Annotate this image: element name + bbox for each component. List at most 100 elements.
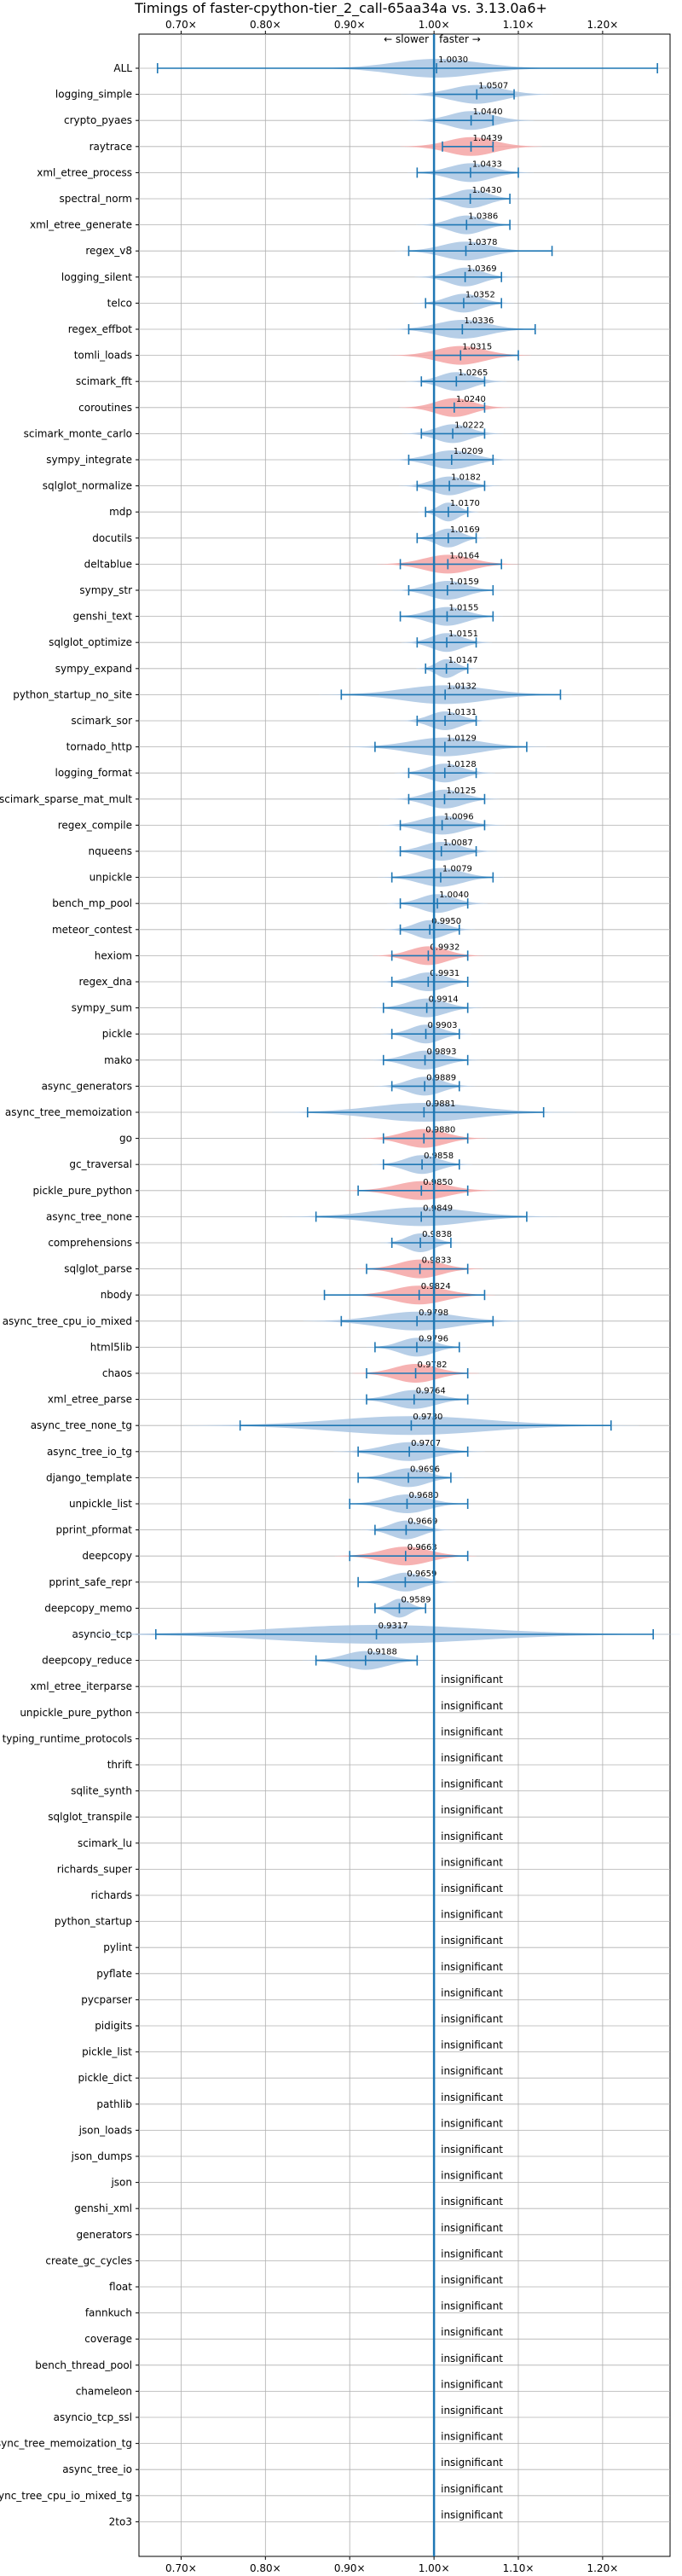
insignificant-label: insignificant bbox=[441, 2065, 503, 2077]
insignificant-label: insignificant bbox=[441, 1909, 503, 1921]
insignificant-label: insignificant bbox=[441, 1856, 503, 1868]
violin-async_tree_none_tg: 0.9730 bbox=[183, 1413, 639, 1436]
insignificant-label: insignificant bbox=[441, 1804, 503, 1816]
x-tick-label-top: 1.00× bbox=[419, 19, 450, 31]
faster-direction-label: faster → bbox=[439, 33, 481, 45]
benchmark-label: pickle_dict bbox=[78, 2072, 133, 2084]
violin-deepcopy: 0.9663 bbox=[334, 1543, 477, 1566]
insignificant-label: insignificant bbox=[441, 2483, 503, 2495]
value-label: 1.0132 bbox=[447, 682, 477, 691]
benchmark-label: pycparser bbox=[81, 1993, 132, 2005]
benchmark-label: deepcopy_reduce bbox=[42, 1655, 132, 1667]
value-label: 1.0087 bbox=[443, 838, 473, 848]
benchmark-label: coverage bbox=[84, 2333, 132, 2345]
benchmark-label: ALL bbox=[113, 62, 132, 74]
benchmark-label: unpickle_pure_python bbox=[20, 1707, 132, 1719]
benchmark-label: xml_etree_generate bbox=[30, 219, 132, 231]
benchmark-label: typing_runtime_protocols bbox=[3, 1732, 132, 1744]
value-label: 0.9880 bbox=[425, 1126, 455, 1135]
benchmark-label: xml_etree_parse bbox=[48, 1394, 132, 1406]
benchmark-label: scimark_fft bbox=[76, 375, 132, 387]
benchmark-label: async_tree_io_tg bbox=[47, 1446, 132, 1458]
violin-nqueens: 1.0087 bbox=[385, 838, 497, 861]
benchmark-label: scimark_lu bbox=[78, 1837, 132, 1849]
value-label: 1.0030 bbox=[438, 55, 468, 65]
benchmark-label: pickle_pure_python bbox=[33, 1185, 132, 1197]
benchmark-label: docutils bbox=[92, 532, 132, 544]
benchmark-label: sqlite_synth bbox=[71, 1785, 132, 1797]
violin-pickle_pure_python: 0.9850 bbox=[345, 1178, 498, 1200]
benchmark-label: generators bbox=[76, 2229, 132, 2241]
value-label: 0.9680 bbox=[408, 1491, 438, 1500]
benchmark-label: sympy_sum bbox=[72, 1002, 132, 1014]
violin-genshi_text: 1.0155 bbox=[391, 604, 503, 626]
benchmark-label: django_template bbox=[46, 1471, 132, 1483]
benchmark-label: async_tree_memoization_tg bbox=[0, 2438, 132, 2450]
value-label: 1.0433 bbox=[472, 160, 502, 169]
benchmark-label: float bbox=[109, 2281, 132, 2293]
value-label: 1.0151 bbox=[448, 629, 478, 639]
insignificant-label: insignificant bbox=[441, 2117, 503, 2129]
benchmark-label: richards bbox=[91, 1889, 132, 1901]
benchmark-label: deepcopy bbox=[82, 1550, 132, 1562]
violin-mdp: 1.0170 bbox=[418, 499, 480, 522]
value-label: 1.0159 bbox=[449, 577, 479, 587]
value-label: 1.0369 bbox=[467, 264, 497, 274]
benchmark-label: async_tree_cpu_io_mixed bbox=[3, 1315, 132, 1327]
benchmark-label: python_startup bbox=[55, 1916, 132, 1928]
value-label: 0.9914 bbox=[429, 995, 459, 1005]
violin-regex_effbot: 1.0336 bbox=[386, 316, 539, 339]
benchmark-label: spectral_norm bbox=[59, 193, 132, 205]
benchmark-label: raytrace bbox=[90, 141, 132, 153]
benchmark-label: asyncio_tcp_ssl bbox=[54, 2411, 132, 2423]
value-label: 1.0079 bbox=[442, 865, 472, 874]
violin-go: 0.9880 bbox=[361, 1126, 488, 1148]
benchmark-label: sympy_integrate bbox=[46, 454, 132, 466]
benchmark-label: pathlib bbox=[96, 2098, 132, 2110]
insignificant-label: insignificant bbox=[441, 2457, 503, 2469]
benchmark-label: async_tree_none_tg bbox=[31, 1419, 132, 1431]
value-label: 1.0240 bbox=[456, 395, 486, 404]
benchmark-label: unpickle_list bbox=[69, 1498, 132, 1510]
x-tick-label-bottom: 1.00× bbox=[419, 2562, 450, 2574]
value-label: 0.9589 bbox=[401, 1595, 431, 1604]
benchmark-label: logging_format bbox=[55, 767, 132, 779]
violin-pickle: 0.9903 bbox=[380, 1021, 471, 1044]
benchmark-label: sqlglot_optimize bbox=[49, 636, 132, 648]
benchmark-label: json_loads bbox=[78, 2124, 132, 2136]
insignificant-label: insignificant bbox=[441, 2509, 503, 2521]
insignificant-label: insignificant bbox=[441, 2092, 503, 2103]
insignificant-label: insignificant bbox=[441, 2170, 503, 2182]
benchmark-label: regex_effbot bbox=[68, 323, 133, 335]
value-label: 1.0209 bbox=[454, 447, 483, 456]
benchmark-label: scimark_sor bbox=[71, 715, 132, 727]
violin-sympy_str: 1.0159 bbox=[391, 577, 504, 600]
insignificant-label: insignificant bbox=[441, 1935, 503, 1947]
violin-deltablue: 1.0164 bbox=[377, 551, 519, 574]
violin-asyncio_tcp: 0.9317 bbox=[72, 1622, 680, 1644]
benchmark-label: regex_compile bbox=[58, 819, 132, 831]
value-label: 0.9950 bbox=[431, 917, 461, 926]
value-label: 1.0131 bbox=[447, 708, 477, 717]
violin-scimark_sor: 1.0131 bbox=[399, 708, 491, 730]
value-label: 0.9663 bbox=[407, 1543, 437, 1552]
violin-deepcopy_memo: 0.9589 bbox=[368, 1595, 431, 1618]
violin-regex_v8: 1.0378 bbox=[395, 238, 553, 261]
benchmark-label: async_tree_cpu_io_mixed_tg bbox=[0, 2490, 132, 2502]
benchmark-label: xml_etree_iterparse bbox=[30, 1680, 132, 1692]
violin-async_tree_memoization: 0.9881 bbox=[272, 1099, 576, 1122]
benchmark-label: pickle bbox=[102, 1028, 132, 1040]
value-label: 1.0170 bbox=[450, 499, 480, 508]
violin-gc_traversal: 0.9858 bbox=[371, 1152, 473, 1175]
violin-telco: 1.0352 bbox=[413, 290, 515, 313]
benchmark-label: xml_etree_process bbox=[37, 166, 132, 178]
value-label: 1.0182 bbox=[451, 473, 481, 483]
value-label: 1.0169 bbox=[450, 525, 480, 535]
insignificant-label: insignificant bbox=[441, 1752, 503, 1764]
violin-logging_format: 1.0128 bbox=[394, 760, 496, 783]
value-label: 0.9317 bbox=[379, 1622, 408, 1631]
value-label: 0.9696 bbox=[410, 1465, 440, 1474]
violin-async_generators: 0.9889 bbox=[373, 1073, 476, 1096]
value-label: 1.0440 bbox=[473, 107, 503, 117]
benchmark-label: scimark_monte_carlo bbox=[24, 427, 132, 439]
